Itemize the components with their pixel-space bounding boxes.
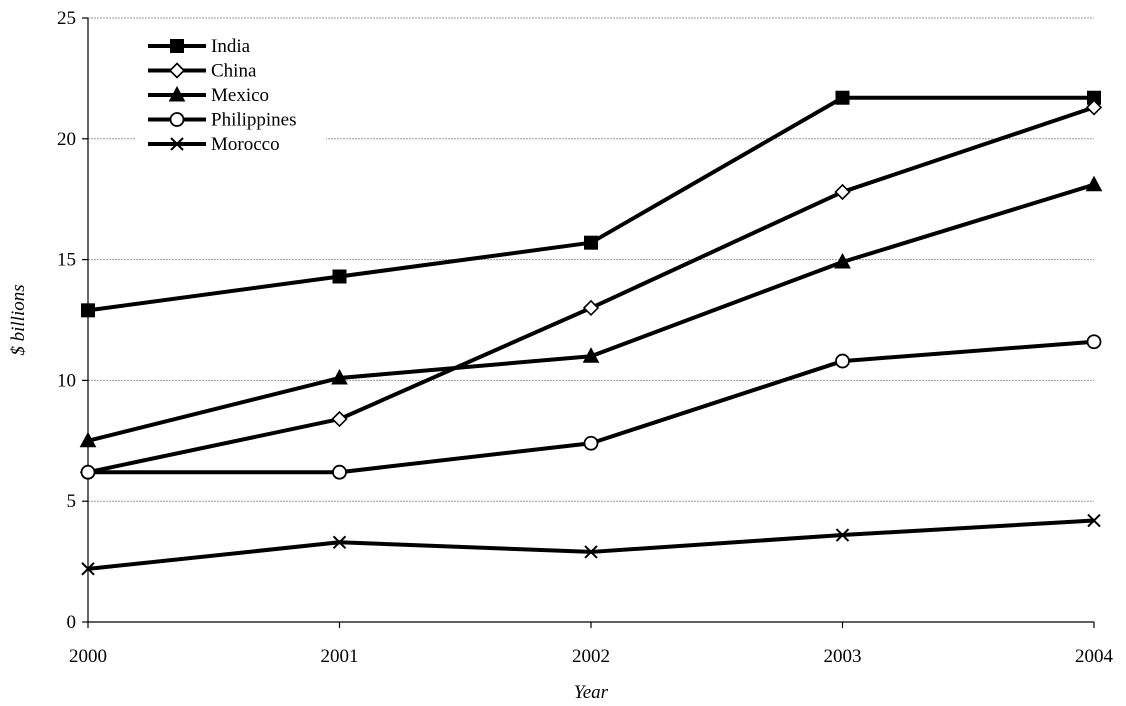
y-tick-label: 25: [57, 8, 76, 29]
x-tick-label: 2000: [69, 646, 107, 667]
y-axis-title: $ billions: [8, 284, 29, 355]
data-point-india: [332, 269, 347, 284]
series-morocco: [81, 513, 1101, 576]
y-tick-label: 0: [67, 612, 77, 633]
data-point-mexico: [582, 347, 600, 363]
series-mexico: [79, 175, 1103, 448]
legend-marker-mexico: [168, 85, 186, 102]
data-point-china: [582, 299, 600, 317]
data-point-china: [1085, 99, 1103, 116]
series-india: [81, 90, 1101, 318]
data-point-mexico: [834, 252, 851, 269]
legend-item-morocco: Morocco: [148, 134, 280, 155]
data-point-india: [835, 90, 850, 105]
legend-marker-morocco: [170, 137, 184, 151]
x-axis-title: Year: [574, 682, 609, 703]
data-point-philippines: [583, 435, 599, 451]
gridlines: [88, 17, 1094, 502]
x-tick-label: 2004: [1075, 646, 1114, 667]
data-point-philippines: [332, 464, 347, 480]
legend-label-philippines: Philippines: [211, 110, 297, 131]
legend-marker-china: [168, 62, 186, 79]
data-point-morocco: [584, 545, 598, 559]
legend-label-mexico: Mexico: [211, 85, 269, 106]
legend-label-morocco: Morocco: [211, 134, 280, 155]
legend-item-philippines: Philippines: [148, 110, 297, 131]
series-line-morocco: [87, 518, 1095, 571]
data-point-china: [834, 183, 851, 201]
legend-label-china: China: [211, 61, 257, 82]
y-tick-label: 5: [67, 491, 77, 512]
legend: India China Mexico Philippines Morocco: [148, 36, 297, 155]
x-tick-label: 2002: [572, 646, 610, 667]
data-point-morocco: [332, 535, 347, 549]
legend-label-india: India: [211, 36, 251, 57]
legend-item-india: India: [148, 36, 251, 57]
legend-item-china: China: [148, 61, 257, 82]
y-tick-label: 10: [57, 370, 76, 391]
data-point-china: [331, 410, 348, 428]
data-point-india: [584, 235, 598, 250]
data-point-morocco: [1087, 513, 1101, 528]
data-point-india: [81, 303, 95, 318]
data-point-morocco: [835, 528, 850, 542]
legend-item-mexico: Mexico: [148, 85, 269, 106]
series: [79, 90, 1103, 576]
y-tick-label: 20: [57, 129, 76, 150]
x-tick-label: 2003: [824, 646, 862, 667]
legend-marker-india: [170, 39, 184, 53]
x-tick-label: 2001: [321, 646, 359, 667]
data-point-mexico: [1085, 175, 1103, 192]
data-point-philippines: [1086, 334, 1102, 350]
y-tick-label: 15: [57, 250, 76, 271]
data-point-philippines: [835, 353, 850, 369]
data-point-mexico: [331, 368, 348, 385]
data-point-mexico: [79, 431, 97, 448]
data-point-philippines: [80, 464, 96, 480]
series-philippines: [80, 334, 1102, 480]
data-point-morocco: [81, 562, 95, 576]
legend-marker-philippines: [169, 112, 185, 127]
ticks: 0 5 10 15 20 25 2000 2001 2002 2003 2004: [57, 8, 1114, 667]
